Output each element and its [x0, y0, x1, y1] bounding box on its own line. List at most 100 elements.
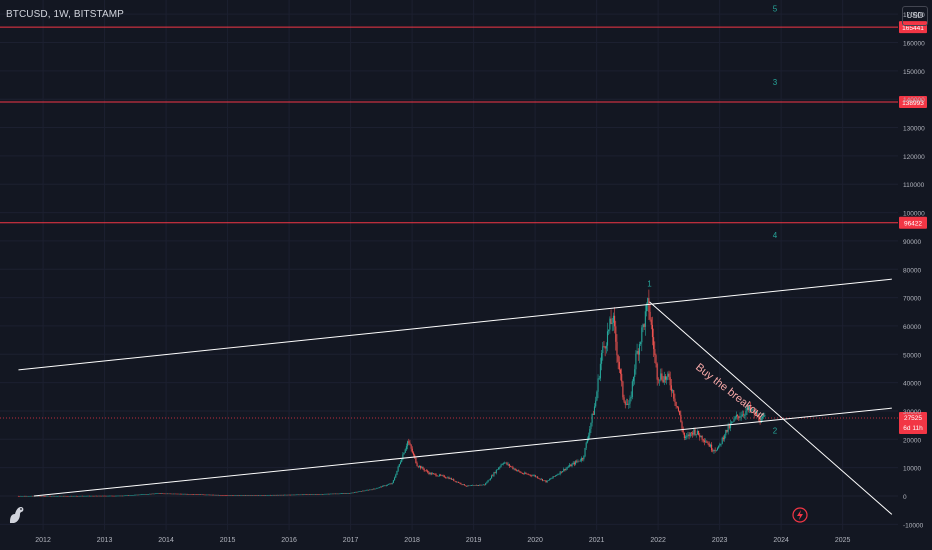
candle-body — [144, 494, 146, 495]
candle-body — [150, 493, 152, 495]
candle-body — [562, 471, 564, 473]
candle-body — [732, 421, 734, 423]
candle-body — [630, 396, 632, 399]
candle-body — [437, 475, 439, 477]
candle-body — [126, 495, 128, 496]
candle-body — [337, 493, 339, 495]
candle-body — [321, 494, 323, 495]
wave-label[interactable]: 5 — [773, 4, 778, 13]
candle-body — [158, 493, 160, 494]
bar-countdown-label: 6d 11h — [903, 425, 923, 432]
candle-body — [333, 493, 335, 495]
candle-body — [175, 493, 177, 495]
candle-body — [734, 417, 736, 419]
trend-line[interactable] — [18, 278, 892, 371]
candle-body — [508, 464, 510, 467]
candle-body — [675, 401, 677, 407]
candle-body — [488, 479, 490, 481]
candle-body — [690, 432, 693, 434]
wave-label[interactable]: 1 — [647, 279, 652, 288]
candle-body — [672, 390, 674, 392]
candle-body — [375, 488, 377, 490]
candle-body — [166, 493, 169, 495]
candle-body — [552, 476, 554, 478]
candle-body — [135, 494, 137, 496]
candle-body — [181, 493, 183, 495]
candle-body — [202, 494, 204, 496]
candle-body — [518, 470, 520, 472]
candle-body — [751, 409, 753, 411]
candle-body — [179, 493, 182, 495]
candle-body — [653, 337, 655, 350]
candle-body — [347, 493, 350, 494]
wave-label[interactable]: 3 — [773, 78, 778, 87]
candle-body — [401, 459, 403, 463]
candle-body — [485, 483, 487, 485]
candle-body — [421, 466, 423, 469]
candle-body — [591, 413, 593, 423]
trend-line[interactable] — [33, 407, 892, 497]
candle-body — [634, 369, 636, 377]
candle-body — [79, 495, 81, 497]
candle-body — [245, 495, 247, 496]
candle-body — [220, 495, 222, 496]
wave-label[interactable]: 4 — [773, 231, 778, 240]
candle-body — [470, 485, 473, 487]
x-tick-label: 2025 — [835, 537, 851, 544]
candle-body — [664, 376, 667, 380]
candle-body — [74, 495, 76, 497]
annotation-text[interactable]: Buy the breakout — [693, 361, 766, 422]
candle-body — [125, 495, 127, 497]
candle-body — [420, 465, 422, 469]
candle-body — [663, 376, 665, 383]
candle-body — [259, 495, 261, 496]
lightning-icon[interactable] — [792, 507, 808, 523]
candle-body — [222, 495, 224, 496]
candle-body — [149, 493, 151, 495]
symbol-title[interactable]: BTCUSD, 1W, BITSTAMP — [6, 9, 124, 20]
candle-body — [482, 484, 484, 486]
candle-body — [389, 483, 391, 485]
wave-label[interactable]: 2 — [773, 427, 778, 436]
candle-body — [693, 429, 695, 435]
trend-line[interactable] — [649, 301, 893, 515]
candle-body — [229, 495, 231, 496]
candle-body — [656, 363, 658, 380]
y-tick-label: 90000 — [903, 239, 921, 246]
candle-body — [754, 411, 756, 414]
candle-body — [660, 373, 662, 380]
candle-body — [670, 385, 672, 392]
candle-body — [364, 490, 366, 492]
candle-body — [615, 326, 617, 342]
candle-body — [755, 411, 758, 416]
currency-button[interactable]: USD — [902, 6, 928, 26]
candle-body — [455, 480, 457, 483]
candle-body — [324, 493, 326, 495]
candle-body — [548, 479, 551, 481]
tradingview-logo-icon[interactable] — [6, 504, 28, 526]
candle-body — [47, 495, 49, 497]
candle-body — [378, 487, 380, 488]
candle-body — [539, 478, 541, 480]
candle-body — [629, 398, 631, 404]
candle-body — [223, 495, 225, 496]
candle-body — [556, 475, 558, 476]
candle-body — [280, 494, 282, 496]
candle-body — [159, 493, 161, 494]
candle-body — [396, 470, 398, 475]
candle-body — [532, 475, 534, 477]
candle-body — [116, 495, 118, 497]
candle-body — [621, 373, 623, 382]
candle-body — [40, 495, 42, 497]
candle-body — [255, 495, 257, 496]
candle-body — [87, 495, 89, 497]
candle-body — [213, 494, 215, 496]
candle-body — [729, 423, 732, 429]
candle-body — [384, 485, 386, 487]
candle-body — [666, 376, 668, 380]
x-tick-label: 2023 — [712, 537, 728, 544]
candle-body — [567, 466, 570, 468]
candle-body — [469, 485, 471, 487]
candle-body — [39, 495, 41, 497]
